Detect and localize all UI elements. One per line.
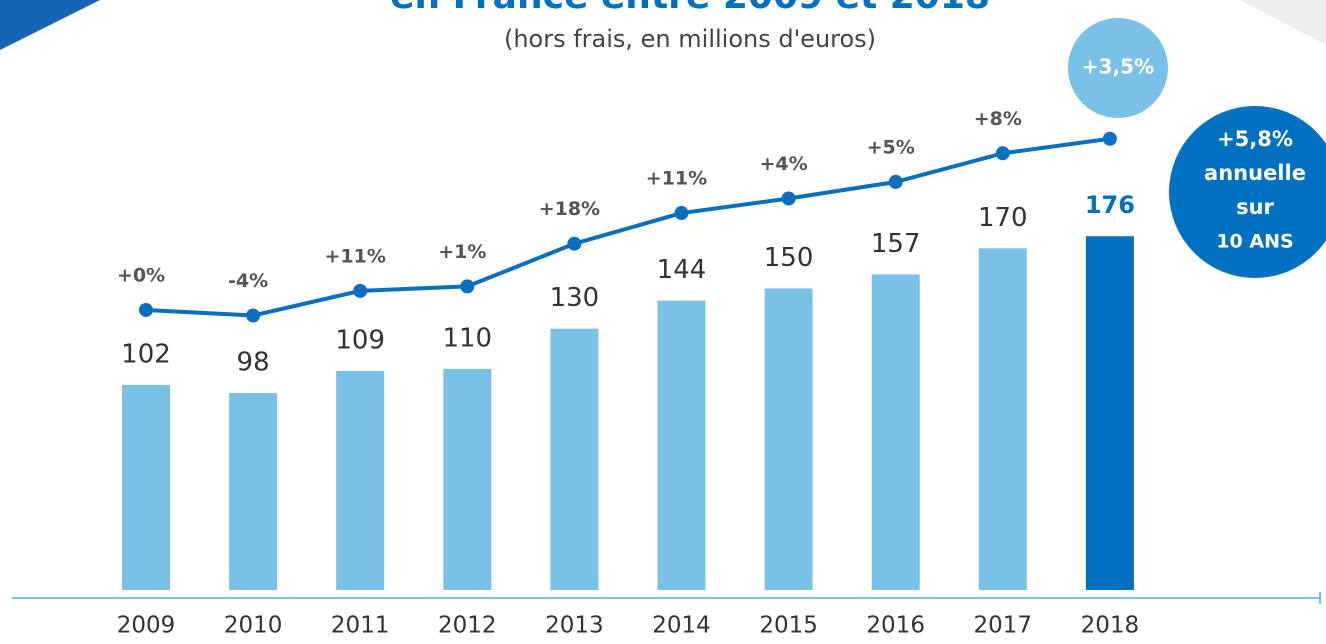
growth-line [145, 136, 1111, 318]
bar-value-label: 109 [335, 325, 385, 355]
corner-decoration [0, 0, 100, 50]
growth-point [1102, 131, 1117, 146]
bar-value-label: 150 [764, 243, 814, 273]
bar-value-label: 176 [1085, 191, 1135, 219]
x-tick-label: 2015 [759, 613, 818, 639]
growth-last-badge [1068, 18, 1168, 118]
growth-point [888, 174, 903, 189]
bar [443, 368, 492, 590]
x-tick-label: 2009 [117, 613, 176, 639]
x-tick-label: 2010 [224, 613, 283, 639]
growth-point [674, 206, 689, 221]
growth-point [567, 236, 582, 251]
chart-subtitle: (hors frais, en millions d'euros) [504, 25, 876, 53]
x-tick-label: 2016 [866, 613, 925, 639]
callout-text: 10 ANS [1216, 231, 1293, 253]
growth-label: +5% [867, 136, 915, 158]
growth-point [995, 146, 1010, 161]
bar-value-label: 170 [978, 203, 1028, 233]
bar-value-label: 157 [871, 229, 921, 259]
growth-label: +18% [539, 198, 600, 220]
callout-text: annuelle [1204, 161, 1306, 185]
growth-label: -4% [228, 270, 268, 292]
callout-text: +5,8% [1217, 127, 1293, 151]
growth-point [139, 302, 153, 317]
callout-text: sur [1236, 195, 1274, 219]
x-tick-label: 2017 [974, 613, 1033, 639]
x-tick-label: 2013 [545, 613, 604, 639]
x-tick-label: 2011 [331, 613, 390, 639]
growth-label: +11% [646, 168, 707, 190]
bar-value-label: 98 [237, 348, 270, 378]
chart-title: en France entre 2009 et 2018 [390, 0, 990, 17]
bar [1085, 236, 1134, 591]
x-tick-label: 2014 [652, 613, 711, 639]
bar-value-label: 110 [442, 323, 492, 353]
bar [871, 274, 920, 590]
bar-value-label: 130 [550, 283, 600, 313]
growth-label: +4% [760, 153, 808, 175]
x-tick-label: 2018 [1081, 613, 1140, 639]
bar-value-label: 102 [121, 339, 171, 369]
bar [122, 384, 170, 590]
x-tick-label: 2012 [438, 613, 497, 639]
bar [229, 393, 278, 590]
growth-point [781, 191, 796, 206]
growth-label: +3,5% [1082, 55, 1154, 79]
growth-point [246, 308, 261, 323]
growth-point [353, 283, 368, 298]
bar [550, 328, 599, 590]
bar [764, 288, 813, 590]
growth-label: +8% [974, 108, 1022, 130]
growth-point [460, 279, 475, 294]
corner-decoration [1240, 0, 1326, 45]
growth-label: +0% [117, 264, 165, 286]
callout-badge [1169, 106, 1326, 278]
bar-value-label: 144 [657, 255, 707, 285]
bar [978, 248, 1027, 591]
growth-label: +1% [438, 241, 486, 263]
growth-label: +11% [324, 245, 385, 267]
bar [657, 300, 706, 590]
bar [336, 370, 385, 590]
